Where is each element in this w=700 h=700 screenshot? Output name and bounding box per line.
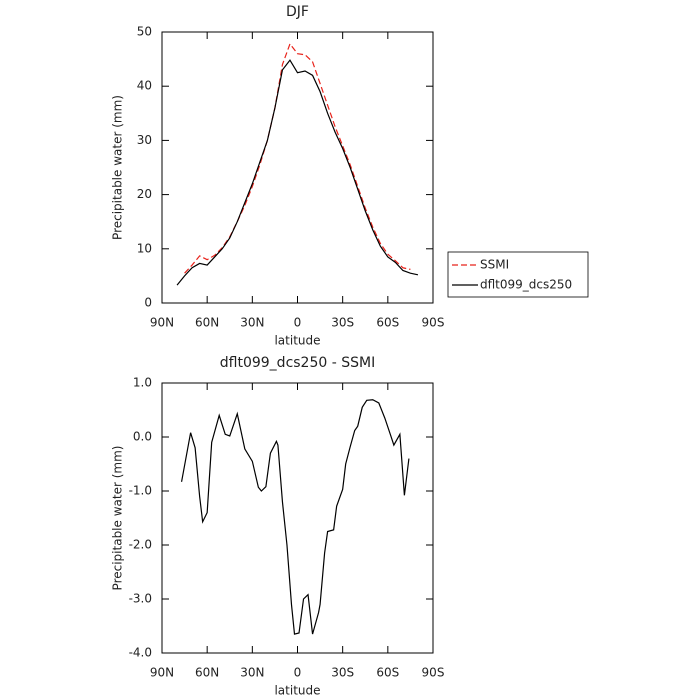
y-tick-label: 50 [137, 25, 152, 39]
y-tick-label: 0 [144, 296, 152, 310]
x-tick-label: 90N [150, 316, 174, 330]
y-tick-label: -1.0 [129, 484, 152, 498]
x-tick-label: 30S [331, 666, 354, 680]
y-tick-label: -3.0 [129, 592, 152, 606]
chart-title: dflt099_dcs250 - SSMI [220, 355, 375, 371]
y-tick-label: 10 [137, 241, 152, 255]
x-tick-label: 60N [195, 666, 219, 680]
x-axis-label: latitude [274, 684, 320, 698]
y-tick-label: 40 [137, 79, 152, 93]
x-tick-label: 30N [240, 316, 264, 330]
x-tick-label: 60S [376, 316, 399, 330]
data-line [176, 59, 419, 286]
y-tick-label: 0.0 [133, 430, 152, 444]
y-tick-label: 30 [137, 133, 152, 147]
x-tick-label: 60N [195, 316, 219, 330]
x-tick-label: 90N [150, 666, 174, 680]
y-tick-label: -2.0 [129, 538, 152, 552]
y-tick-label: 1.0 [133, 376, 152, 390]
x-tick-label: 90S [422, 316, 445, 330]
y-tick-label: 20 [137, 187, 152, 201]
x-tick-label: 30N [240, 666, 264, 680]
data-line [180, 399, 410, 635]
x-tick-label: 60S [376, 666, 399, 680]
legend-label: SSMI [480, 258, 509, 272]
legend-label: dflt099_dcs250 [480, 278, 572, 292]
x-axis-label: latitude [274, 334, 320, 348]
x-tick-label: 90S [422, 666, 445, 680]
chart-title: DJF [286, 4, 309, 20]
y-axis-label: Precipitable water (mm) [111, 95, 125, 240]
x-tick-label: 0 [294, 316, 302, 330]
legend-box [447, 251, 589, 298]
x-tick-label: 30S [331, 316, 354, 330]
data-line [184, 42, 411, 274]
x-tick-label: 0 [294, 666, 302, 680]
y-tick-label: -4.0 [129, 646, 152, 660]
y-axis-label: Precipitable water (mm) [111, 446, 125, 591]
